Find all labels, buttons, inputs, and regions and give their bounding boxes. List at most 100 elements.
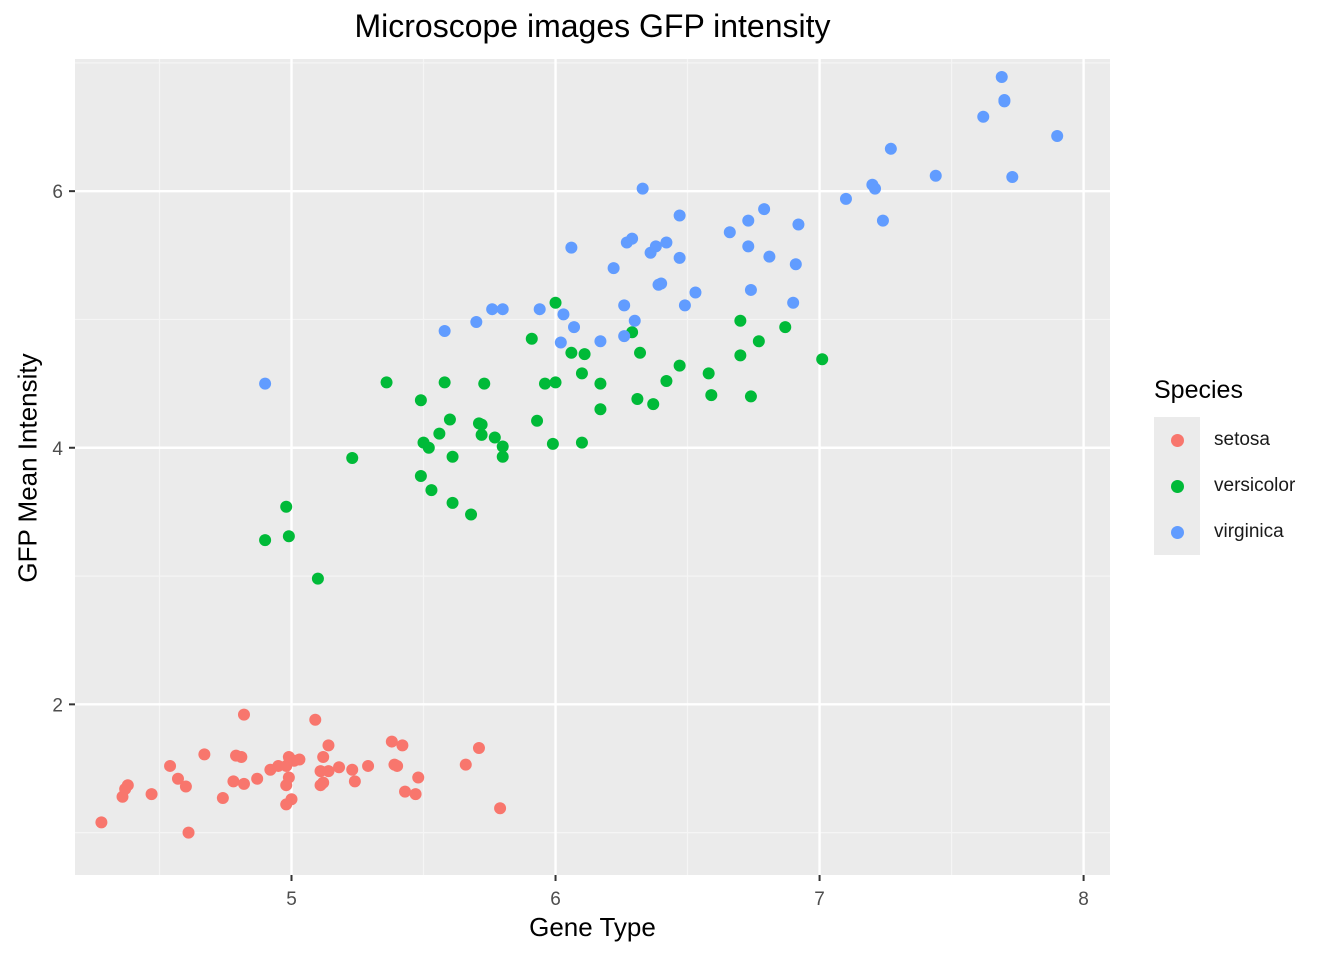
data-point-setosa <box>95 816 108 829</box>
data-point-versicolor <box>496 450 509 463</box>
data-point-virginica <box>486 303 499 316</box>
data-point-versicolor <box>752 335 765 348</box>
data-point-setosa <box>494 802 507 815</box>
data-point-setosa <box>346 763 359 776</box>
data-point-setosa <box>399 785 412 798</box>
data-point-versicolor <box>433 427 446 440</box>
data-point-virginica <box>259 377 272 390</box>
data-point-setosa <box>309 713 322 726</box>
data-point-setosa <box>391 759 404 772</box>
chart-title: Microscope images GFP intensity <box>354 8 831 44</box>
data-point-virginica <box>568 321 581 334</box>
data-point-virginica <box>742 214 755 227</box>
data-point-setosa <box>362 759 375 772</box>
data-point-virginica <box>742 240 755 253</box>
x-tick-label: 6 <box>550 889 561 910</box>
data-point-setosa <box>282 771 295 784</box>
data-point-versicolor <box>465 508 478 521</box>
data-point-setosa <box>293 753 306 766</box>
data-point-versicolor <box>478 377 491 390</box>
data-point-virginica <box>626 232 639 245</box>
legend: Species setosa versicolor virginica <box>1154 376 1295 555</box>
data-point-versicolor <box>634 346 647 359</box>
data-point-virginica <box>792 218 805 231</box>
data-point-versicolor <box>525 332 538 345</box>
data-point-setosa <box>121 779 134 792</box>
data-point-virginica <box>977 110 990 123</box>
data-point-setosa <box>385 735 398 748</box>
data-point-virginica <box>470 316 483 329</box>
data-point-versicolor <box>705 389 718 402</box>
data-point-virginica <box>565 241 578 254</box>
data-point-virginica <box>628 314 641 327</box>
data-point-versicolor <box>311 572 324 585</box>
data-point-versicolor <box>647 398 660 411</box>
data-point-versicolor <box>673 359 686 372</box>
data-point-setosa <box>179 780 192 793</box>
data-point-versicolor <box>475 428 488 441</box>
data-point-setosa <box>251 772 264 785</box>
data-point-setosa <box>164 759 177 772</box>
data-point-setosa <box>237 708 250 721</box>
data-point-virginica <box>689 286 702 299</box>
data-point-virginica <box>438 325 451 337</box>
x-tick-label: 8 <box>1078 889 1089 910</box>
data-point-setosa <box>412 771 425 784</box>
data-point-virginica <box>533 303 546 316</box>
legend-dot-versicolor <box>1170 479 1184 493</box>
data-point-setosa <box>317 776 330 789</box>
legend-title: Species <box>1154 376 1243 404</box>
data-point-versicolor <box>496 440 509 453</box>
data-point-virginica <box>758 203 771 216</box>
data-point-setosa <box>396 739 409 752</box>
data-point-setosa <box>235 750 248 763</box>
data-point-versicolor <box>594 403 607 416</box>
x-axis-label: Gene Type <box>529 912 656 942</box>
data-point-versicolor <box>346 452 359 465</box>
data-point-versicolor <box>816 353 829 366</box>
data-point-virginica <box>636 182 649 195</box>
legend-key-setosa <box>1154 417 1200 463</box>
data-point-versicolor <box>734 314 747 327</box>
data-point-versicolor <box>414 469 427 482</box>
legend-label-setosa: setosa <box>1214 429 1270 450</box>
data-point-setosa <box>237 777 250 790</box>
data-point-virginica <box>618 330 631 343</box>
data-point-virginica <box>678 299 691 312</box>
data-point-virginica <box>869 182 882 195</box>
plot-panel <box>75 59 1110 875</box>
data-point-versicolor <box>280 500 293 513</box>
data-point-versicolor <box>443 413 456 426</box>
data-point-virginica <box>655 277 668 290</box>
legend-label-virginica: virginica <box>1214 521 1284 542</box>
data-point-versicolor <box>744 390 757 403</box>
data-point-versicolor <box>446 450 459 463</box>
data-point-virginica <box>998 95 1011 108</box>
data-point-virginica <box>929 169 942 182</box>
legend-key-virginica <box>1154 509 1200 555</box>
data-point-versicolor <box>380 376 393 389</box>
data-point-virginica <box>618 299 631 312</box>
data-point-versicolor <box>538 377 551 390</box>
data-point-versicolor <box>549 376 562 389</box>
data-point-virginica <box>496 303 509 316</box>
data-point-virginica <box>787 296 800 309</box>
data-point-setosa <box>322 739 335 752</box>
legend-item-virginica: virginica <box>1154 509 1295 555</box>
data-point-virginica <box>744 283 757 296</box>
data-point-setosa <box>348 775 361 788</box>
data-point-setosa <box>409 788 422 801</box>
data-point-setosa <box>145 788 158 801</box>
data-point-setosa <box>317 750 330 763</box>
data-point-versicolor <box>549 296 562 309</box>
data-point-versicolor <box>734 349 747 362</box>
data-point-setosa <box>285 793 298 806</box>
data-point-virginica <box>1051 129 1064 142</box>
data-point-setosa <box>227 775 240 788</box>
data-point-virginica <box>594 335 607 348</box>
data-point-virginica <box>673 251 686 264</box>
legend-dot-virginica <box>1170 525 1184 539</box>
data-point-setosa <box>322 765 335 778</box>
y-tick-label: 2 <box>52 695 63 716</box>
